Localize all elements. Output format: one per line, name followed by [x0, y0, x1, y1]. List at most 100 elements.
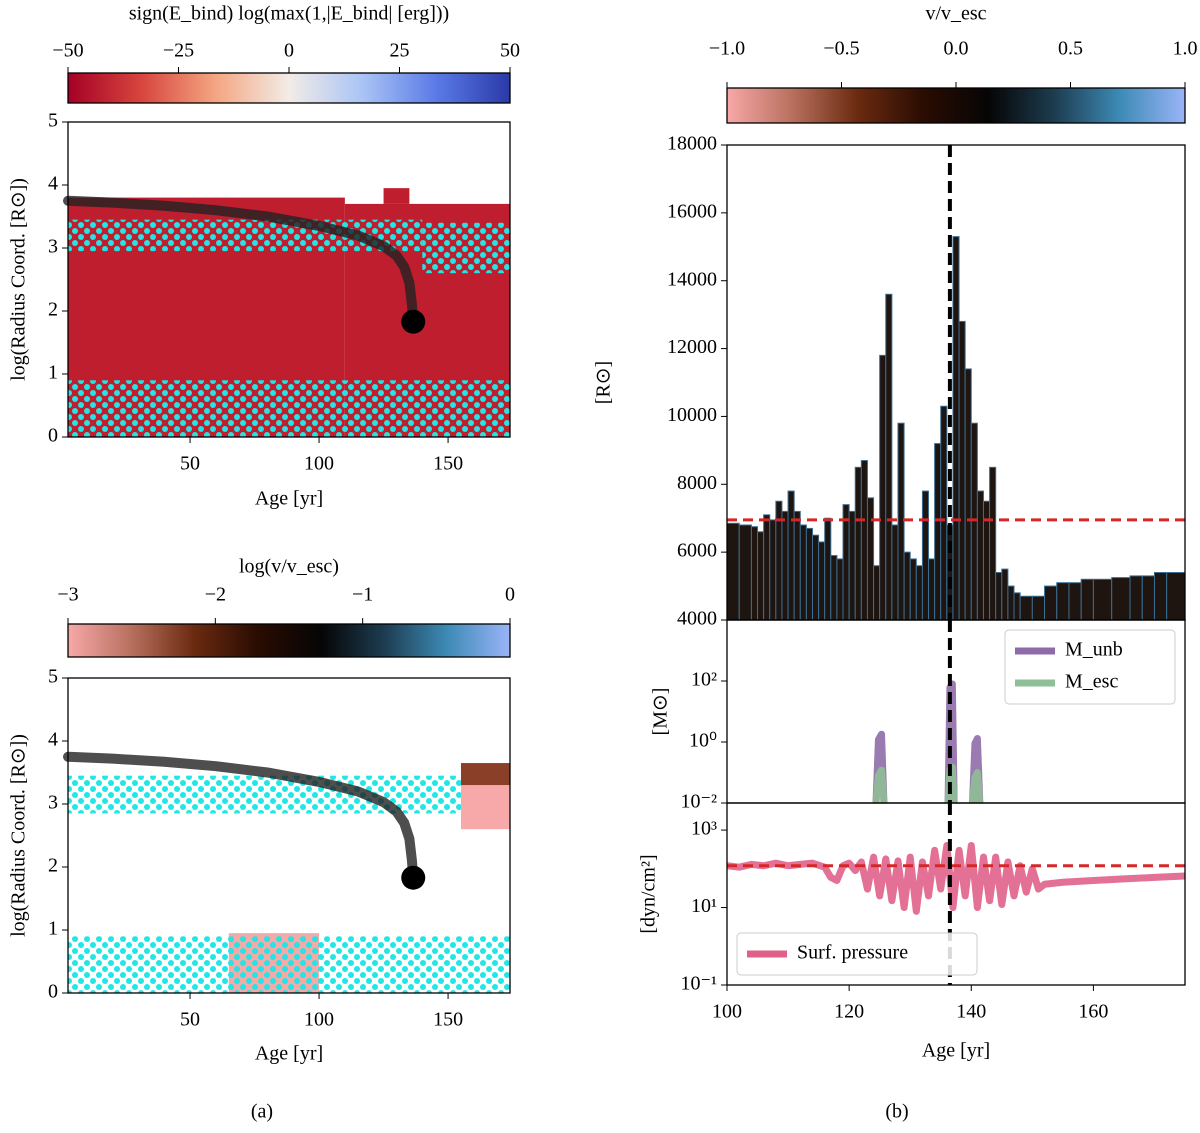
- series-line: [872, 763, 984, 803]
- bar: [885, 293, 893, 620]
- colorbar-title: sign(E_bind) log(max(1,|E_bind| [erg])): [129, 3, 449, 25]
- bar: [811, 534, 820, 620]
- bar: [995, 572, 1003, 620]
- bar: [1019, 595, 1033, 620]
- colorbar-tick-label: −1.0: [709, 38, 745, 60]
- plot-area: [68, 763, 510, 993]
- bar: [1166, 572, 1185, 620]
- bar: [1092, 578, 1113, 620]
- colorbar: [67, 72, 511, 104]
- bar: [727, 522, 740, 620]
- x-tick-label: 140: [956, 1001, 986, 1023]
- bar: [1068, 582, 1082, 620]
- bar: [989, 466, 997, 620]
- colorbar-tick-label: −50: [52, 40, 83, 62]
- caption: (a): [251, 1101, 273, 1123]
- bar: [976, 490, 984, 620]
- y-tick-label: 4: [48, 173, 58, 195]
- hatch-band: [68, 380, 510, 437]
- colorbar-tick-label: −1: [352, 584, 373, 606]
- bar: [793, 510, 801, 620]
- y-tick-label: 4: [48, 729, 58, 751]
- y-tick-label: 10000: [667, 404, 717, 426]
- colorbar-tick-label: 50: [500, 40, 520, 62]
- y-axis-label: log(Radius Coord. [R⊙]): [8, 178, 30, 381]
- bar: [1007, 585, 1015, 620]
- bar: [915, 565, 923, 620]
- bar: [873, 565, 881, 620]
- bar: [958, 320, 966, 620]
- y-tick-label: 5: [48, 666, 58, 688]
- colorbar-title: log(v/v_esc): [239, 556, 339, 578]
- y-tick-label: 14000: [667, 268, 717, 290]
- track-end: [401, 309, 426, 334]
- x-tick-label: 100: [304, 453, 334, 475]
- colorbar: [726, 87, 1186, 124]
- y-tick-label: 8000: [677, 472, 717, 494]
- legend-label: Surf. pressure: [797, 942, 908, 964]
- bar: [1044, 585, 1058, 620]
- plot-frame: [726, 802, 1186, 986]
- y-tick-label: 10⁰: [689, 730, 717, 752]
- bar: [1013, 592, 1021, 620]
- bar: [1031, 595, 1046, 620]
- x-tick-label: 100: [304, 1009, 334, 1031]
- bar: [1129, 575, 1143, 620]
- bar: [769, 519, 777, 620]
- bar: [830, 555, 838, 620]
- colorbar-tick-label: −0.5: [823, 38, 859, 60]
- y-tick-label: 3: [48, 236, 58, 258]
- y-tick-label: 10³: [691, 818, 717, 840]
- y-tick-label: 0: [48, 981, 58, 1003]
- colorbar-tick-label: 0: [505, 584, 515, 606]
- bar: [824, 517, 832, 620]
- y-tick-label: 6000: [677, 540, 717, 562]
- track-end: [401, 865, 426, 890]
- colorbar-tick-label: −2: [205, 584, 226, 606]
- track-line: [63, 195, 419, 327]
- y-tick-label: 2: [48, 855, 58, 877]
- bar: [787, 490, 795, 620]
- bar: [897, 422, 905, 620]
- hatch-band: [422, 222, 510, 274]
- y-tick-label: 12000: [667, 336, 717, 358]
- bar: [1056, 582, 1070, 620]
- bar: [781, 510, 789, 620]
- bar: [940, 405, 948, 620]
- caption: (b): [885, 1101, 908, 1123]
- plot-area: [727, 841, 1185, 915]
- colorbar-tick-label: 0.0: [944, 38, 969, 60]
- bar: [964, 368, 972, 620]
- x-tick-label: 50: [180, 1009, 200, 1031]
- colorbar-title: v/v_esc: [925, 3, 986, 25]
- plot-area: [872, 680, 984, 803]
- track-line: [63, 751, 419, 883]
- bar: [921, 490, 930, 620]
- bar: [836, 558, 844, 620]
- y-axis-label: [dyn/cm²]: [638, 854, 660, 933]
- bar: [799, 524, 807, 620]
- colorbar-tick-label: 1.0: [1173, 38, 1198, 60]
- legend-box: [736, 932, 978, 976]
- legend-label: M_unb: [1065, 639, 1123, 661]
- x-axis-label: Age [yr]: [255, 488, 323, 510]
- colorbar: [67, 623, 511, 658]
- y-tick-label: 10¹: [691, 895, 717, 917]
- bar: [854, 466, 862, 620]
- colorbar-tick-label: 25: [390, 40, 410, 62]
- bar: [970, 422, 978, 620]
- bar: [866, 497, 875, 620]
- bar: [750, 526, 759, 620]
- bar: [1111, 577, 1131, 620]
- region: [460, 763, 510, 786]
- y-tick-label: 10²: [691, 669, 717, 691]
- y-tick-label: 1: [48, 918, 58, 940]
- series-line: [727, 841, 1185, 915]
- y-tick-label: 0: [48, 425, 58, 447]
- hatch-band: [68, 936, 510, 993]
- bar: [934, 443, 942, 620]
- y-axis-label: log(Radius Coord. [R⊙]): [8, 734, 30, 937]
- bar: [1001, 568, 1009, 620]
- y-tick-label: 18000: [667, 133, 717, 155]
